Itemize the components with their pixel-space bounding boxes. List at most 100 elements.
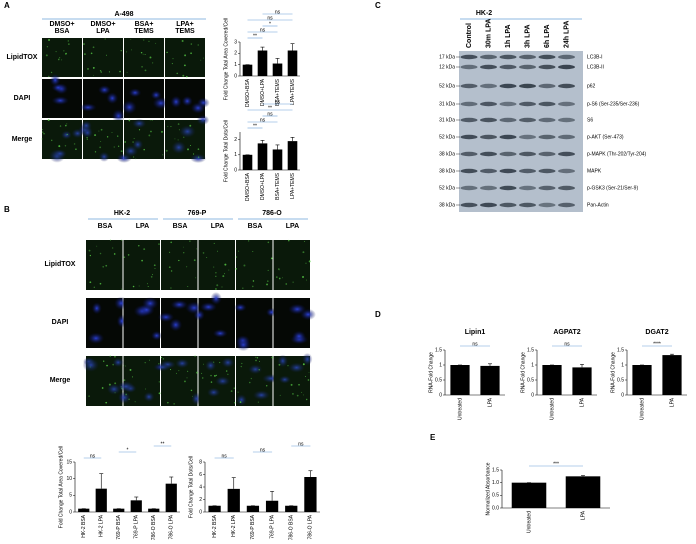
- lipid-droplet: [109, 355, 111, 357]
- nucleus: [171, 141, 187, 154]
- lipid-droplet: [178, 129, 180, 131]
- nucleus: [300, 308, 316, 321]
- blot-band: [519, 117, 536, 123]
- lipid-droplet: [191, 395, 193, 397]
- bar: [208, 505, 221, 512]
- blot-band: [558, 101, 575, 107]
- nucleus: [196, 115, 210, 126]
- lipid-droplet: [87, 67, 89, 70]
- blot-band: [538, 54, 556, 60]
- significance-label: *: [127, 447, 129, 453]
- nucleus: [292, 330, 306, 342]
- lipid-droplet: [217, 250, 218, 252]
- column-header: BSA: [173, 223, 188, 230]
- blot-band: [538, 151, 556, 157]
- lipid-droplet: [243, 264, 246, 267]
- bar: [165, 483, 177, 512]
- y-tick-label: 0: [234, 73, 237, 79]
- cell-glow: [161, 240, 198, 290]
- lipid-droplet: [125, 365, 127, 367]
- protein-label: MAPK: [587, 168, 602, 174]
- blot-band: [480, 64, 497, 70]
- blot-band: [519, 54, 536, 60]
- lipid-droplet: [104, 38, 106, 40]
- y-tick-label: 0: [234, 167, 237, 173]
- nucleus: [248, 364, 263, 375]
- significance-label: ns: [275, 9, 281, 15]
- size-marker: 38 kDa: [439, 168, 455, 174]
- lipid-droplet: [183, 246, 185, 248]
- cell-glow: [198, 240, 235, 290]
- nucleus: [152, 97, 169, 110]
- blot-band: [538, 202, 556, 208]
- lipid-droplet: [98, 130, 100, 132]
- nucleus: [98, 85, 111, 95]
- protein-label: p62: [587, 83, 596, 89]
- nucleus: [51, 96, 69, 105]
- panel-letter: B: [4, 205, 10, 214]
- blot-band: [460, 64, 478, 70]
- lipid-droplet: [292, 281, 294, 283]
- lipid-droplet: [149, 119, 151, 121]
- lipid-droplet: [166, 51, 168, 54]
- lane-label: 1h LPA: [505, 24, 512, 48]
- x-tick-label: Untreated: [639, 398, 645, 420]
- lipid-droplet: [240, 365, 242, 368]
- lipid-droplet: [302, 276, 304, 278]
- lipid-droplet: [150, 276, 153, 278]
- nucleus: [235, 338, 251, 352]
- cell-glow: [124, 38, 164, 77]
- lipid-droplet: [167, 125, 169, 127]
- micrograph: [273, 240, 310, 290]
- lipid-droplet: [120, 150, 123, 153]
- lipid-droplet: [267, 241, 270, 244]
- lipid-droplet: [50, 139, 53, 142]
- lipid-droplet: [228, 269, 230, 271]
- lipid-droplet: [149, 56, 152, 59]
- x-tick-label: LPA: [669, 397, 675, 407]
- lipid-droplet: [176, 72, 178, 75]
- blot-band: [499, 101, 517, 107]
- lipid-droplet: [242, 287, 244, 289]
- blot-band: [499, 64, 517, 70]
- significance-label: **: [253, 123, 257, 129]
- lipid-droplet: [189, 124, 192, 127]
- blot-band: [460, 83, 478, 89]
- blot-band: [558, 151, 575, 157]
- row-label: LipidTOX: [45, 261, 76, 268]
- blot-band: [499, 117, 517, 123]
- lipid-droplet: [168, 251, 171, 253]
- y-tick-label: 0: [531, 392, 534, 398]
- lipid-droplet: [271, 356, 274, 359]
- cell-glow: [86, 356, 123, 406]
- lipid-droplet: [216, 284, 219, 287]
- blot-band: [480, 101, 497, 107]
- lane-label: Control: [466, 23, 473, 48]
- lipid-droplet: [61, 59, 63, 61]
- bar: [265, 500, 279, 512]
- nucleus: [106, 92, 119, 105]
- cell-glow: [273, 356, 310, 406]
- y-axis-label: RNA-Fold Change: [610, 352, 616, 393]
- significance-label: ns: [267, 15, 273, 21]
- y-axis-label: RNA-Fold Change: [428, 352, 434, 393]
- nucleus: [181, 95, 193, 107]
- bar: [257, 50, 268, 76]
- nucleus: [190, 102, 206, 114]
- lipid-droplet: [127, 254, 130, 256]
- blot-band: [558, 83, 575, 89]
- lipid-droplet: [239, 401, 242, 403]
- blot-band: [519, 101, 536, 107]
- nucleus: [117, 381, 135, 392]
- lipid-droplet: [288, 239, 290, 242]
- y-axis-label: Fold Change Total Area Covered/Cell: [58, 446, 64, 528]
- blot-band: [480, 117, 497, 123]
- row-label: Merge: [12, 136, 33, 143]
- lipid-droplet: [129, 368, 132, 371]
- chart-title: DGAT2: [645, 329, 668, 336]
- lipid-droplet: [169, 369, 172, 371]
- micrograph: [86, 240, 123, 290]
- y-tick-label: 8: [199, 459, 202, 465]
- nucleus: [87, 332, 105, 344]
- lipid-droplet: [100, 71, 103, 73]
